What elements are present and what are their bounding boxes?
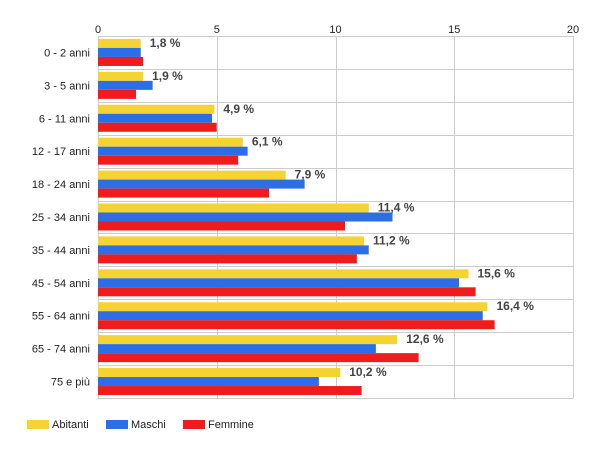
category-label: 65 - 74 anni xyxy=(32,344,90,356)
bar-maschi xyxy=(98,47,141,57)
data-label: 15,6 % xyxy=(478,266,516,280)
bar-abitanti xyxy=(98,71,144,81)
x-tick-label: 0 xyxy=(95,24,101,36)
bar-femmine xyxy=(98,122,217,132)
bar-femmine xyxy=(98,155,239,165)
x-tick-label: 20 xyxy=(567,24,579,36)
bar-abitanti xyxy=(98,269,469,279)
bar-femmine xyxy=(98,56,144,66)
bar-femmine xyxy=(98,221,345,231)
bar-femmine xyxy=(98,254,357,264)
category-label: 6 - 11 anni xyxy=(39,113,90,125)
bar-maschi xyxy=(98,278,459,288)
bar-abitanti xyxy=(98,170,286,180)
bar-abitanti xyxy=(98,104,215,114)
data-label: 7,9 % xyxy=(295,168,326,182)
category-label: 3 - 5 anni xyxy=(44,80,90,92)
bar-maschi xyxy=(98,212,393,222)
x-tick-label: 15 xyxy=(448,24,460,36)
category-label: 12 - 17 anni xyxy=(32,146,90,158)
bar-maschi xyxy=(98,344,376,354)
x-tick-label: 5 xyxy=(214,24,220,36)
category-label: 0 - 2 anni xyxy=(44,47,90,59)
legend-label-femmine: Femmine xyxy=(208,419,254,431)
data-labels: 1,8 % 1,9 % 4,9 % 6,1 % 7,9 % 11,4 % 11,2 % 15,… xyxy=(150,36,534,379)
grid xyxy=(98,36,574,399)
category-label: 25 - 34 anni xyxy=(32,212,90,224)
bar-abitanti xyxy=(98,302,488,312)
bar-maschi xyxy=(98,146,248,156)
data-label: 6,1 % xyxy=(252,135,283,149)
data-label: 1,8 % xyxy=(150,36,181,50)
bar-femmine xyxy=(98,89,136,99)
bar-femmine xyxy=(98,386,362,396)
bar-abitanti xyxy=(98,137,243,147)
data-label: 12,6 % xyxy=(406,332,444,346)
bar-femmine xyxy=(98,188,269,198)
legend-swatch-maschi xyxy=(106,420,128,429)
bar-maschi xyxy=(98,377,319,387)
bar-abitanti xyxy=(98,368,341,378)
bar-femmine xyxy=(98,353,419,363)
bar-abitanti xyxy=(98,335,398,345)
bar-maschi xyxy=(98,113,212,123)
data-label: 1,9 % xyxy=(152,69,183,83)
category-label: 18 - 24 anni xyxy=(32,179,90,191)
category-label: 75 e più xyxy=(51,377,90,389)
legend-label-abitanti: Abitanti xyxy=(52,419,89,431)
bars xyxy=(98,38,495,396)
bar-maschi xyxy=(98,311,483,321)
data-label: 4,9 % xyxy=(223,102,254,116)
legend-swatch-femmine xyxy=(183,420,205,429)
x-axis-ticks: 0 5 10 15 20 xyxy=(95,24,579,36)
category-label: 35 - 44 anni xyxy=(32,245,90,257)
bar-maschi xyxy=(98,245,369,255)
bar-abitanti xyxy=(98,38,141,48)
bar-femmine xyxy=(98,287,476,297)
x-tick-label: 10 xyxy=(329,24,341,36)
legend-swatch-abitanti xyxy=(27,420,49,429)
data-label: 11,4 % xyxy=(378,201,415,215)
data-label: 16,4 % xyxy=(497,299,535,313)
legend: Abitanti Maschi Femmine xyxy=(27,419,254,431)
bar-femmine xyxy=(98,320,495,330)
legend-label-maschi: Maschi xyxy=(131,419,166,431)
category-label: 45 - 54 anni xyxy=(32,278,90,290)
bar-maschi xyxy=(98,80,153,90)
bar-abitanti xyxy=(98,236,364,246)
data-label: 10,2 % xyxy=(349,365,387,379)
data-label: 11,2 % xyxy=(373,233,410,247)
bar-maschi xyxy=(98,179,305,189)
bar-abitanti xyxy=(98,203,369,213)
category-label: 55 - 64 anni xyxy=(32,311,90,323)
category-labels: 0 - 2 anni 3 - 5 anni 6 - 11 anni 12 - 17 a… xyxy=(32,47,90,388)
